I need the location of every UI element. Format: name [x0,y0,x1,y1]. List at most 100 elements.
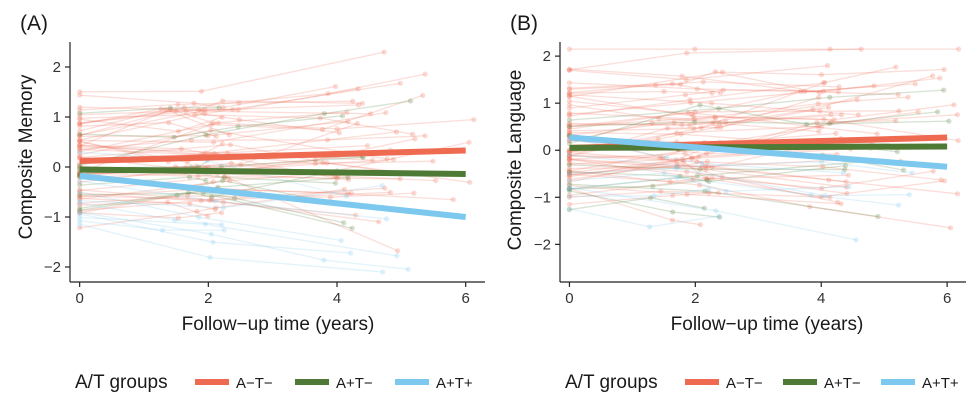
panel-b-trajectory-point [719,69,725,75]
panel-b-trajectory-line [569,98,858,127]
panel-b-trajectory-point [699,164,706,170]
panel-a-trajectory-point [77,190,83,196]
panel-a-group-fit-lines [79,147,467,220]
panel-b-trajectory-point [894,149,901,155]
panel-a-trajectory-point [343,193,349,199]
panel-a-trajectory-point [77,132,83,138]
panel-b-trajectory-line [569,110,900,130]
panel-b-trajectory-point [817,108,823,114]
panel-b-trajectory-point [663,154,669,161]
panel-a-trajectory-line [79,166,209,178]
panel-b-trajectory-point [826,177,832,183]
panel-a-trajectory-point [171,134,177,140]
panel-b-trajectory-line [569,75,933,132]
panel-b-trajectory-point [566,67,573,73]
panel-b-trajectory-point [566,117,573,123]
panel-b-trajectory-point [709,164,715,170]
panel-a-trajectory-point [332,180,339,186]
panel-b-trajectory-point [833,130,839,136]
panel-a-trajectory-line [79,141,470,200]
panel-a-trajectory-line [79,191,391,212]
panel-b-trajectory-point [566,162,573,168]
panel-a-trajectory-point [319,126,326,133]
panel-a-trajectory-point [209,194,215,200]
panel-b-trajectory-point [717,214,723,220]
panel-b-x-tick-label: 2 [691,290,699,307]
panel-b-trajectory-point [930,168,937,174]
panel-b-trajectory-line [569,90,713,94]
panel-a-trajectory-point [77,189,83,195]
panel-a-trajectory-line [79,82,401,141]
panel-b-trajectory-point [657,154,663,160]
panel-b-trajectory-point [566,123,573,129]
panel-b-trajectory-point [715,190,722,196]
panel-a-trajectory-line [79,110,340,134]
panel-b-trajectory-point [566,179,573,185]
panel-a-trajectory-point [433,178,439,184]
panel-a-trajectory-line [79,51,385,93]
panel-a-trajectory-point [77,137,83,143]
panel-a-trajectory-point [195,107,202,113]
panel-a-trajectory-point [219,141,225,147]
panel-b-trajectory-point [566,192,573,198]
panel-b-trajectory-point [827,46,833,52]
panel-a-trajectory-line [79,110,371,136]
panel-b-trajectory-point [566,186,573,192]
panel-a-fit-line-at [79,147,466,164]
panel-b-trajectory-point [819,185,825,191]
panel-b-trajectory-point [901,167,907,173]
panel-a-trajectory-point [213,205,219,211]
panel-a-trajectory-point [166,120,172,126]
panel-b-trajectory-point [802,88,808,95]
panel-a-trajectory-point [354,120,360,127]
panel-b-trajectory-point [566,186,573,192]
panel-a-trajectory-line [79,197,216,211]
panel-a-trajectory-point [158,106,164,112]
panel-b-trajectory-point [855,112,862,118]
panel-a-trajectory-point [77,115,83,121]
panel-a-trajectory-point [359,100,365,106]
panel-b-trajectory-point [895,92,901,98]
panel-b-trajectory-point [674,164,680,170]
panel-a-trajectory-point [77,137,83,143]
panel-b-y-axis-title: Composite Language [505,70,526,251]
panel-b-trajectory-point [566,98,573,104]
panel-b-trajectory-line [569,162,847,195]
panel-a-fit-line-at [79,166,466,177]
panel-b-legend-title: A/T groups [565,372,658,393]
panel-a-trajectory-point [77,146,83,152]
panel-a-trajectory-point [175,215,181,221]
panel-a-trajectory-point [344,109,350,115]
panel-b-trajectory-point [683,77,689,83]
panel-b-trajectory-point [845,172,852,178]
panel-a-trajectory-point [186,189,192,195]
panel-a-trajectory-point [77,142,83,148]
panel-b-trajectory-line [569,173,694,183]
panel-a-trajectory-point [210,239,216,245]
panel-a-trajectory-point [77,211,83,217]
panel-a-trajectory-point [235,123,241,130]
panel-a-trajectory-point [312,157,318,163]
panel-b-trajectory-line [569,90,899,115]
panel-a-trajectory-point [196,214,202,220]
panel-a-trajectory-point [77,144,83,150]
panel-a-trajectory-point [203,132,209,138]
panel-b-trajectory-point [679,73,685,79]
panel-a-trajectory-point [77,196,83,202]
panel-a-trajectory-point [397,176,403,182]
panel-a-trajectory-point [77,143,83,149]
panel-a-trajectory-point [334,126,340,132]
panel-a-trajectory-point [77,179,83,185]
panel-a-trajectory-line [79,216,398,257]
panel-a-trajectory-point [208,127,214,133]
panel-b-fit-line-at [569,143,948,151]
panel-b-trajectory-point [697,222,704,228]
panel-a-trajectory-point [77,131,83,137]
panel-a-fit-line-at-pos [79,173,467,220]
panel-a-trajectory-point [77,195,83,201]
panel-a-trajectory-line [79,118,474,153]
panel-b-trajectory-point [692,116,698,122]
panel-b-trajectory-line [569,190,720,218]
panel-b-trajectory-line [569,148,851,165]
panel-a-trajectory-point [393,129,400,135]
